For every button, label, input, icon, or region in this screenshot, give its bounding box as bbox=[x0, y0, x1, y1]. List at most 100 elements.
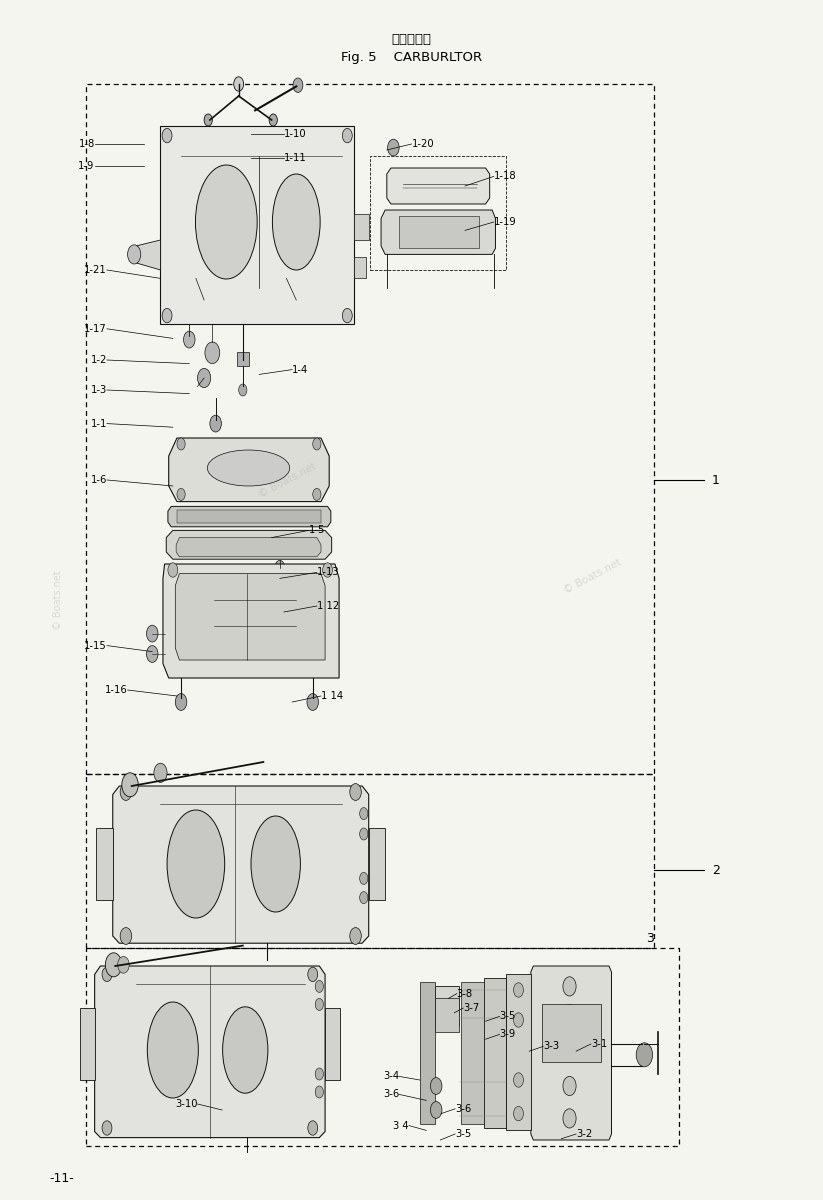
Circle shape bbox=[563, 1004, 576, 1024]
Text: 1: 1 bbox=[712, 474, 720, 486]
Polygon shape bbox=[420, 982, 435, 1124]
Text: 3-9: 3-9 bbox=[500, 1030, 516, 1039]
Circle shape bbox=[239, 384, 247, 396]
Circle shape bbox=[269, 114, 277, 126]
Circle shape bbox=[360, 808, 368, 820]
Text: 3-5: 3-5 bbox=[500, 1012, 516, 1021]
Polygon shape bbox=[163, 564, 339, 678]
Circle shape bbox=[350, 784, 361, 800]
Text: © Boats.net: © Boats.net bbox=[258, 461, 319, 499]
Bar bbox=[354, 214, 369, 240]
Circle shape bbox=[120, 928, 132, 944]
Text: 1-19: 1-19 bbox=[494, 217, 517, 227]
Polygon shape bbox=[169, 438, 329, 502]
Circle shape bbox=[313, 438, 321, 450]
Text: 3-3: 3-3 bbox=[543, 1042, 560, 1051]
Text: 1-1: 1-1 bbox=[91, 419, 107, 428]
Bar bbox=[177, 510, 321, 523]
Text: 1-16: 1-16 bbox=[105, 685, 128, 695]
Circle shape bbox=[563, 1076, 576, 1096]
Bar bbox=[369, 828, 385, 900]
Bar bbox=[86, 774, 654, 948]
Circle shape bbox=[154, 763, 167, 782]
Circle shape bbox=[146, 625, 158, 642]
Text: 1-13: 1-13 bbox=[317, 568, 339, 577]
Circle shape bbox=[307, 694, 319, 710]
Circle shape bbox=[210, 415, 221, 432]
Circle shape bbox=[514, 1106, 523, 1121]
Text: 1-17: 1-17 bbox=[84, 324, 107, 334]
Bar bbox=[354, 257, 366, 278]
Ellipse shape bbox=[207, 450, 290, 486]
Circle shape bbox=[102, 1121, 112, 1135]
Bar bbox=[370, 156, 506, 270]
Polygon shape bbox=[531, 966, 611, 1140]
Circle shape bbox=[205, 342, 220, 364]
Circle shape bbox=[308, 967, 318, 982]
Text: 1-6: 1-6 bbox=[91, 475, 107, 485]
Circle shape bbox=[177, 488, 185, 500]
Polygon shape bbox=[484, 978, 506, 1128]
Ellipse shape bbox=[251, 816, 300, 912]
Ellipse shape bbox=[272, 174, 320, 270]
Circle shape bbox=[636, 1043, 653, 1067]
Circle shape bbox=[313, 488, 321, 500]
Circle shape bbox=[177, 438, 185, 450]
Polygon shape bbox=[387, 168, 490, 204]
Circle shape bbox=[514, 1013, 523, 1027]
Circle shape bbox=[308, 1121, 318, 1135]
Circle shape bbox=[204, 114, 212, 126]
Text: キャブレタ: キャブレタ bbox=[392, 34, 431, 46]
Polygon shape bbox=[435, 986, 459, 1026]
Text: 3 4: 3 4 bbox=[393, 1121, 409, 1130]
Circle shape bbox=[514, 1073, 523, 1087]
Ellipse shape bbox=[167, 810, 225, 918]
Text: 2: 2 bbox=[712, 864, 720, 876]
Circle shape bbox=[315, 1086, 323, 1098]
Circle shape bbox=[120, 784, 132, 800]
Circle shape bbox=[146, 646, 158, 662]
Circle shape bbox=[342, 308, 352, 323]
Circle shape bbox=[388, 139, 399, 156]
Bar bbox=[96, 828, 113, 900]
Text: 3-6: 3-6 bbox=[455, 1104, 472, 1114]
Bar bbox=[80, 1008, 95, 1080]
Circle shape bbox=[198, 368, 211, 388]
Circle shape bbox=[315, 980, 323, 992]
Polygon shape bbox=[132, 240, 160, 270]
Text: 1-8: 1-8 bbox=[78, 139, 95, 149]
Circle shape bbox=[184, 331, 195, 348]
Circle shape bbox=[105, 953, 122, 977]
Text: © Boats.net: © Boats.net bbox=[562, 557, 623, 595]
Bar bbox=[237, 352, 249, 366]
Circle shape bbox=[162, 308, 172, 323]
Text: 1-9: 1-9 bbox=[78, 161, 95, 170]
Circle shape bbox=[168, 563, 178, 577]
Text: 3-2: 3-2 bbox=[576, 1129, 593, 1139]
Circle shape bbox=[162, 128, 172, 143]
Text: -11-: -11- bbox=[49, 1172, 74, 1184]
Ellipse shape bbox=[147, 1002, 198, 1098]
Text: 1-10: 1-10 bbox=[284, 130, 306, 139]
Bar bbox=[86, 948, 679, 1146]
Text: 3-6: 3-6 bbox=[383, 1090, 399, 1099]
Circle shape bbox=[342, 128, 352, 143]
Circle shape bbox=[234, 77, 244, 91]
Bar bbox=[542, 1004, 601, 1062]
Circle shape bbox=[360, 872, 368, 884]
Text: 1-15: 1-15 bbox=[84, 641, 107, 650]
Text: 1-4: 1-4 bbox=[292, 365, 309, 374]
Circle shape bbox=[175, 694, 187, 710]
Polygon shape bbox=[461, 982, 484, 1124]
Text: 3-5: 3-5 bbox=[455, 1129, 472, 1139]
Text: 3-8: 3-8 bbox=[457, 989, 473, 998]
Polygon shape bbox=[506, 974, 531, 1130]
Text: 1-5: 1-5 bbox=[309, 526, 325, 535]
Circle shape bbox=[514, 983, 523, 997]
Circle shape bbox=[315, 1068, 323, 1080]
Circle shape bbox=[102, 967, 112, 982]
Polygon shape bbox=[435, 998, 459, 1032]
Polygon shape bbox=[399, 216, 479, 248]
Circle shape bbox=[128, 245, 141, 264]
Polygon shape bbox=[168, 506, 331, 527]
